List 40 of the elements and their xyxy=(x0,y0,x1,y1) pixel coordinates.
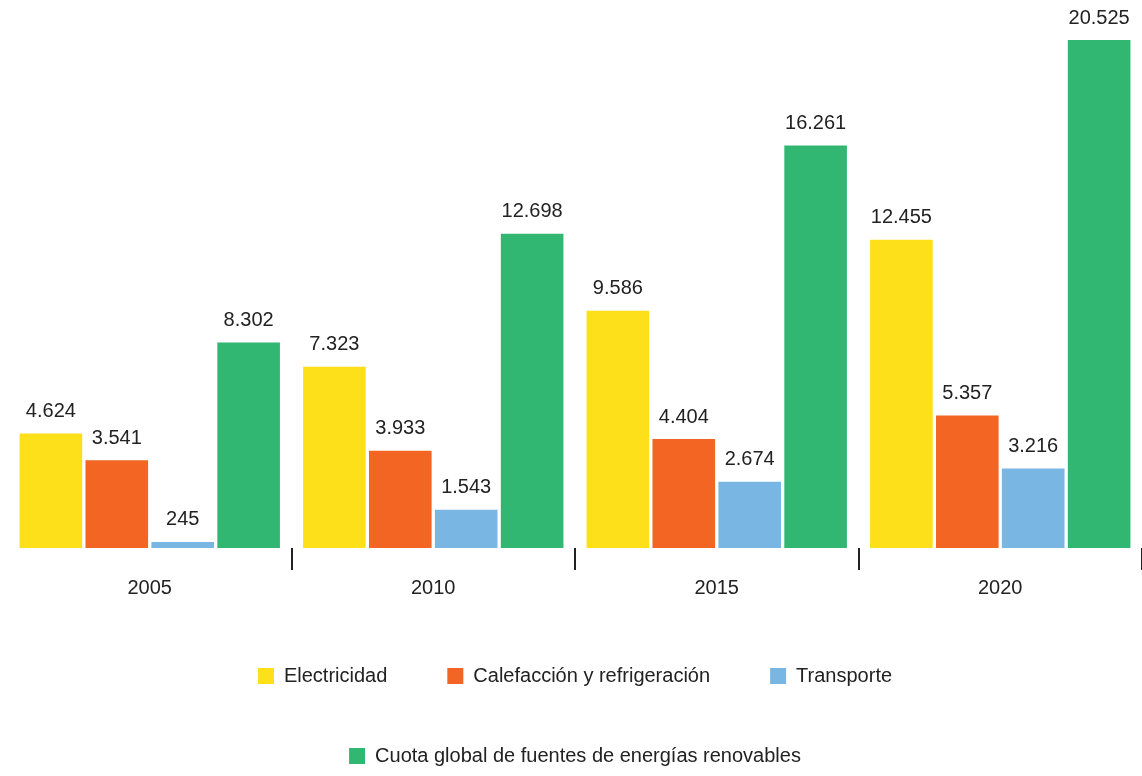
bar xyxy=(85,460,149,548)
data-label: 8.302 xyxy=(223,308,274,331)
data-label: 4.404 xyxy=(658,404,709,427)
bar xyxy=(1001,468,1065,548)
data-label: 3.933 xyxy=(375,416,426,439)
bar xyxy=(19,433,83,548)
bar xyxy=(151,541,215,548)
data-label: 3.541 xyxy=(91,425,142,448)
bar xyxy=(1067,40,1131,548)
data-label: 12.455 xyxy=(870,205,932,228)
data-label: 5.357 xyxy=(942,380,993,403)
bar xyxy=(652,439,716,548)
data-label: 16.261 xyxy=(785,111,847,134)
data-label: 12.698 xyxy=(501,199,563,222)
bar xyxy=(586,310,650,548)
bar xyxy=(303,366,366,548)
data-label: 4.624 xyxy=(25,399,76,422)
data-label: 9.586 xyxy=(592,276,643,299)
bar xyxy=(935,415,999,548)
legend-label: Calefacción y refrigeración xyxy=(473,663,711,686)
x-tick-label: 2005 xyxy=(127,575,172,598)
data-label: 1.543 xyxy=(441,475,492,498)
data-label: 20.525 xyxy=(1068,5,1130,28)
x-tick-label: 2020 xyxy=(978,575,1023,598)
legend-label: Electricidad xyxy=(283,663,388,686)
bar xyxy=(217,342,280,548)
bar xyxy=(434,509,498,548)
bar xyxy=(784,145,847,548)
x-tick-label: 2015 xyxy=(694,575,739,598)
data-label: 245 xyxy=(166,507,200,530)
x-tick-label: 2010 xyxy=(411,575,456,598)
bar xyxy=(368,450,432,548)
bar xyxy=(500,233,564,548)
data-label: 7.323 xyxy=(309,332,360,355)
legend-label: Cuota global de fuentes de energías renovables xyxy=(375,743,801,766)
bar xyxy=(718,481,782,548)
bar xyxy=(870,239,933,548)
legend-label: Transporte xyxy=(796,663,893,686)
data-label: 2.674 xyxy=(724,447,775,470)
data-label: 3.216 xyxy=(1008,433,1059,456)
